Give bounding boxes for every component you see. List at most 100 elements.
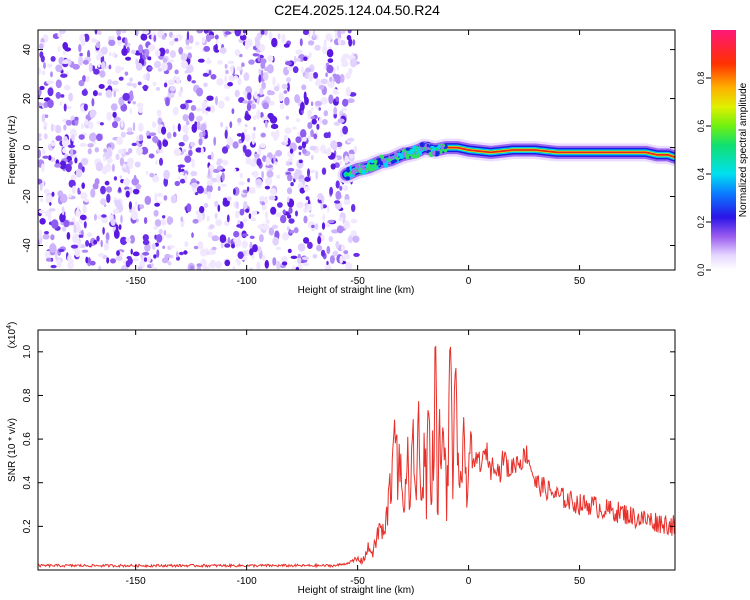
noise-blob — [303, 215, 308, 224]
noise-blob — [304, 176, 311, 182]
ridge-speckle — [346, 166, 351, 173]
noise-blob — [90, 188, 96, 198]
noise-blob — [288, 207, 293, 214]
noise-blob — [268, 227, 275, 236]
noise-blob — [78, 79, 85, 87]
noise-blob — [295, 57, 301, 62]
x-tick-label: 0 — [466, 576, 472, 587]
noise-blob — [301, 66, 304, 75]
noise-blob — [127, 169, 131, 175]
spectrogram-y-label: Frequency (Hz) — [7, 116, 18, 185]
noise-blob — [156, 234, 163, 243]
noise-blob — [198, 131, 203, 139]
noise-blob — [83, 221, 87, 229]
noise-blob — [39, 43, 44, 50]
noise-blob — [179, 251, 184, 256]
noise-blob — [173, 148, 182, 157]
noise-blob — [78, 190, 81, 195]
noise-blob — [286, 77, 292, 83]
noise-blob — [301, 84, 307, 91]
noise-blob — [296, 118, 300, 123]
noise-blob — [86, 232, 92, 238]
noise-blob — [250, 217, 257, 222]
colorbar-tick-label: 0.6 — [696, 120, 706, 133]
noise-blob — [193, 245, 199, 250]
noise-blob — [110, 218, 116, 227]
noise-blob — [264, 195, 268, 205]
noise-blob — [343, 220, 351, 230]
spectrogram-noise — [38, 30, 360, 270]
noise-blob — [132, 122, 136, 132]
ridge-speckle — [437, 144, 441, 150]
noise-blob — [243, 90, 247, 96]
noise-blob — [220, 242, 224, 249]
noise-blob — [147, 255, 151, 262]
noise-blob — [337, 37, 342, 45]
noise-blob — [178, 47, 184, 55]
noise-blob — [256, 32, 262, 41]
noise-blob — [309, 145, 317, 151]
noise-blob — [347, 137, 355, 142]
noise-blob — [196, 121, 201, 130]
noise-blob — [309, 169, 316, 173]
noise-blob — [281, 261, 288, 266]
noise-blob — [118, 96, 125, 106]
noise-blob — [153, 34, 157, 43]
noise-blob — [46, 63, 53, 68]
noise-blob — [163, 230, 167, 236]
noise-blob — [255, 178, 262, 186]
noise-blob — [238, 139, 242, 144]
noise-blob — [79, 214, 87, 221]
noise-blob — [176, 251, 179, 258]
noise-blob — [303, 56, 308, 62]
noise-blob — [106, 257, 110, 264]
noise-blob — [39, 85, 45, 91]
noise-blob — [232, 265, 236, 270]
noise-blob — [190, 170, 198, 177]
noise-blob — [328, 94, 334, 104]
noise-blob — [68, 92, 73, 102]
noise-blob — [146, 135, 152, 139]
noise-blob — [314, 223, 319, 230]
noise-blob — [330, 163, 336, 170]
noise-blob — [154, 202, 161, 207]
noise-blob — [273, 85, 280, 92]
noise-blob — [253, 115, 257, 121]
noise-blob — [219, 47, 227, 54]
noise-blob — [214, 34, 219, 40]
snr-series-line — [38, 345, 675, 569]
noise-blob — [120, 236, 128, 246]
noise-blob — [256, 158, 262, 167]
ridge-speckle — [426, 143, 430, 148]
noise-blob — [75, 168, 83, 178]
y-tick-label: 0.6 — [22, 432, 33, 446]
noise-blob — [326, 64, 334, 74]
noise-blob — [130, 49, 137, 55]
noise-blob — [134, 200, 138, 207]
noise-blob — [259, 143, 266, 149]
noise-blob — [54, 163, 62, 168]
noise-blob — [250, 161, 257, 167]
snr-x-ticks: -150 -100 -50 0 50 — [126, 330, 586, 587]
noise-blob — [97, 30, 102, 36]
noise-blob — [84, 119, 89, 126]
noise-blob — [352, 235, 360, 243]
noise-blob — [126, 256, 132, 260]
noise-blob — [336, 79, 341, 84]
noise-blob — [333, 106, 338, 115]
noise-blob — [284, 96, 290, 106]
noise-blob — [113, 90, 116, 98]
noise-blob — [303, 237, 310, 244]
noise-blob — [154, 137, 157, 144]
noise-blob — [67, 144, 75, 148]
noise-blob — [260, 69, 264, 78]
noise-blob — [217, 186, 221, 191]
ridge-speckle — [416, 147, 421, 151]
noise-blob — [292, 66, 299, 74]
noise-blob — [180, 53, 188, 61]
noise-blob — [122, 92, 130, 101]
noise-blob — [79, 142, 87, 147]
noise-blob — [178, 142, 185, 147]
noise-blob — [180, 216, 184, 222]
noise-blob — [224, 129, 228, 139]
